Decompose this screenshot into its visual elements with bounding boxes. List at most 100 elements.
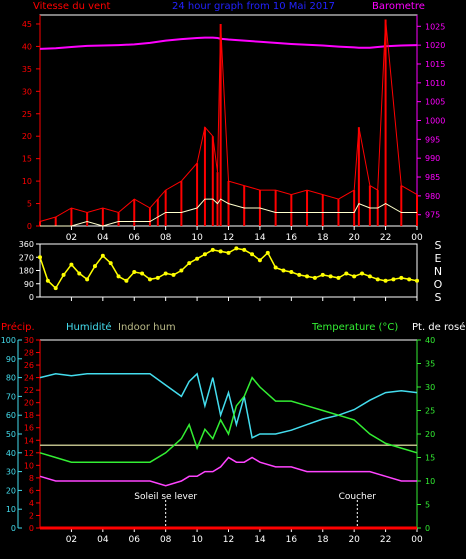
direction-tick-label: 360 [19,240,34,249]
direction-letter: E [435,252,442,265]
temperature-tick-label: 25 [425,407,435,416]
x-tick-label: 18 [317,535,329,545]
legend-dewpoint: Pt. de rosée [412,321,466,333]
barometer-tick-label: 995 [425,135,440,144]
direction-tick-label: 0 [29,293,34,302]
humidity-tick-label: 30 [6,468,16,477]
humidity-tick-label: 40 [6,449,16,458]
precip-tick-label: 4 [29,499,34,508]
barometer-tick-label: 1025 [425,22,445,31]
barometer-tick-label: 1010 [425,79,445,88]
direction-point [415,278,419,283]
chart-title: 24 hour graph from 10 Mai 2017 [172,1,335,12]
x-tick-label: 04 [97,233,109,243]
x-tick-label: 22 [380,535,391,545]
humidity-tick-label: 50 [6,430,16,439]
precip-tick-label: 8 [29,474,34,483]
precip-tick-label: 22 [24,386,34,395]
direction-tick-label: 180 [19,267,34,276]
barometer-axis-title: Barometre [372,1,425,12]
x-tick-label: 12 [223,233,234,243]
barometer-tick-label: 1005 [425,98,445,107]
wind-tick-label: 10 [22,177,32,186]
x-tick-label: 02 [66,535,77,545]
wind-tick-label: 40 [22,42,32,51]
temperature-tick-label: 10 [425,477,435,486]
legend-humidity: Humidité [66,321,112,333]
precip-tick-label: 0 [29,524,34,533]
temperature-tick-label: 5 [425,501,430,510]
humidity-tick-label: 0 [11,524,16,533]
x-tick-label: 14 [254,233,266,243]
direction-letter: O [434,278,443,291]
barometer-tick-label: 1015 [425,60,445,69]
temperature-tick-label: 35 [425,360,435,369]
x-tick-label: 08 [160,535,172,545]
precip-tick-label: 6 [29,486,34,495]
humidity-temperature-panel: 02 04 06 08 10 12 14 16 18 20 22 000102030405060708… [1,336,435,545]
precip-tick-label: 12 [24,449,34,458]
temperature-tick-label: 40 [425,336,435,345]
series-line-barometre [39,36,418,50]
annotation-label: Coucher [339,492,377,502]
x-tick-label: 20 [348,535,360,545]
barometer-tick-label: 990 [425,154,440,163]
humidity-tick-label: 100 [1,336,16,345]
legend-indoor-hum: Indoor hum [118,322,176,333]
series-line-humidit- [39,372,418,439]
legend-precip: Précip. [1,321,35,333]
precip-tick-label: 16 [24,424,34,433]
series-line-temperature-c- [39,376,418,463]
series-line-vitesse-du-vent [39,19,418,222]
humidity-tick-label: 70 [6,392,16,401]
x-tick-label: 18 [317,233,329,243]
x-tick-label: 20 [348,233,360,243]
precip-tick-label: 10 [24,461,34,470]
x-tick-label: 10 [191,233,203,243]
x-tick-label: 00 [411,535,423,545]
precip-tick-label: 14 [24,436,34,445]
x-tick-label: 16 [286,233,298,243]
wind-tick-label: 25 [22,110,32,119]
direction-tick-label: 270 [19,253,34,262]
humidity-tick-label: 60 [6,411,16,420]
barometer-tick-label: 985 [425,173,440,182]
wind-tick-label: 35 [22,65,32,74]
wind-axis-title: Vitesse du vent [33,1,110,12]
x-tick-label: 22 [380,233,391,243]
temperature-tick-label: 0 [425,524,430,533]
barometer-tick-label: 1000 [425,117,445,126]
wind-tick-label: 20 [22,132,32,141]
precip-tick-label: 28 [24,349,34,358]
x-tick-label: 08 [160,233,172,243]
precip-tick-label: 24 [24,374,34,383]
direction-letter: N [434,265,442,278]
x-tick-label: 12 [223,535,234,545]
temperature-tick-label: 20 [425,430,435,439]
x-tick-label: 06 [129,233,141,243]
wind-tick-label: 0 [27,222,32,231]
humidity-tick-label: 80 [6,374,16,383]
direction-letter: S [435,239,442,252]
x-tick-label: 06 [129,535,141,545]
x-tick-label: 02 [66,233,77,243]
wind-tick-label: 30 [22,87,32,96]
barometer-tick-label: 980 [425,192,440,201]
barometer-tick-label: 975 [425,211,440,220]
humidity-tick-label: 20 [6,486,16,495]
humidity-tick-label: 10 [6,505,16,514]
wind-tick-label: 15 [22,155,32,164]
temperature-tick-label: 15 [425,454,435,463]
wind-tick-label: 5 [27,200,32,209]
precip-tick-label: 18 [24,411,34,420]
x-tick-label: 10 [191,535,203,545]
wind-barometer-panel: 02 04 06 08 10 12 14 16 18 20 22 000510152025303540… [22,14,445,243]
direction-tick-label: 90 [24,280,34,289]
precip-tick-label: 20 [24,399,34,408]
annotation-label: Soleil se lever [134,492,197,502]
temperature-tick-label: 30 [425,383,435,392]
wind-tick-label: 45 [22,20,32,29]
